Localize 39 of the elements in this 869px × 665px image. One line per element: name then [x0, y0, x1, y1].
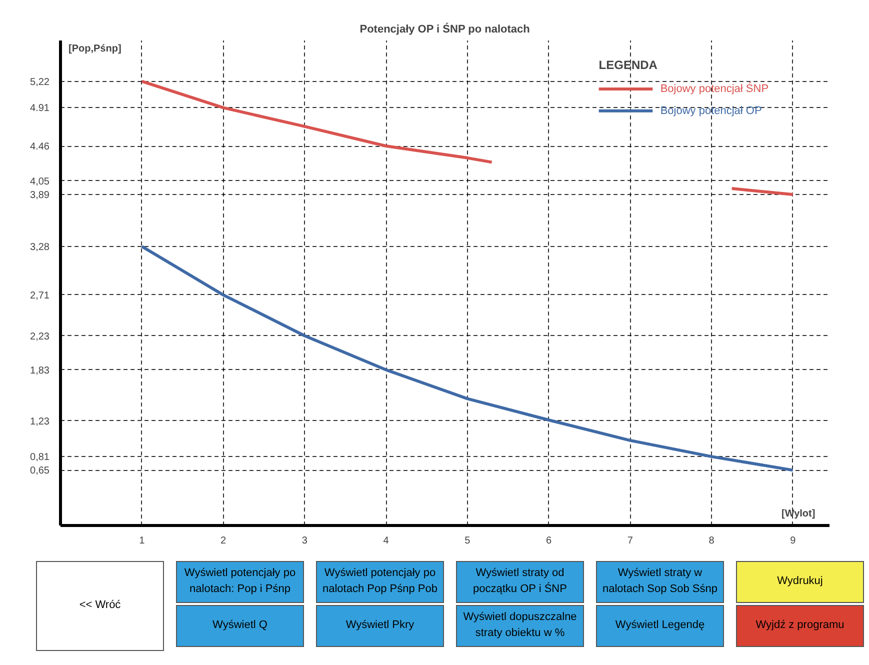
- text: Wyświetl dopuszczalne straty obiektu w %: [456, 605, 584, 647]
- y-tick-label: 5,22: [30, 76, 50, 88]
- text: Wyświetl Q: [176, 605, 304, 647]
- text: Wyświetl potencjały po nalotach: Pop i Pśnp: [176, 561, 304, 603]
- text: Wyświetl straty w nalotach Sop Sob Sśnp: [596, 561, 724, 603]
- x-tick-label: 7: [627, 536, 634, 546]
- y-tick-label: 2,71: [30, 290, 50, 302]
- x-tick-label: 3: [302, 536, 308, 546]
- chart-title: Potencjały OP i ŚNP po nalotach: [360, 22, 530, 36]
- text: Wyświetl Pkry: [316, 605, 444, 647]
- y-tick-label: 1,23: [30, 416, 50, 428]
- text: << Wróć: [36, 561, 164, 651]
- legend-label: Bojowy potencjał ŚNP: [660, 82, 769, 95]
- y-tick-label: 4.91: [30, 103, 50, 114]
- text: Wyświetl Legendę: [596, 605, 724, 647]
- line-series: [140, 244, 794, 472]
- x-tick-label: 2: [220, 536, 226, 546]
- text: Wyświetl potencjały po nalotach Pop Pśnp Pob: [316, 561, 444, 603]
- y-tick-label: 2,23: [30, 331, 50, 342]
- x-tick-label: 5: [464, 536, 471, 546]
- y-tick-label: 4,05: [30, 176, 50, 188]
- x-tick-label: 1: [139, 536, 146, 546]
- y-tick-label: 1,83: [30, 365, 50, 376]
- y-tick-label: 3,89: [30, 190, 50, 202]
- text: Wyświetl straty od początku OP i ŚNP: [456, 561, 584, 603]
- text: Wyjdź z programu: [736, 605, 864, 647]
- y-axis-title: [Pop,Pśnp]: [68, 44, 122, 54]
- x-tick-label: 4: [383, 536, 390, 546]
- text: Wydrukuj: [736, 561, 864, 603]
- legend-label: Bojowy potencjał OP: [660, 104, 762, 117]
- x-tick-label: 6: [546, 536, 552, 546]
- legend-title: LEGENDA: [598, 58, 658, 72]
- y-tick-label: 3,28: [30, 242, 50, 253]
- y-tick-label: 0,81: [30, 452, 50, 464]
- x-tick-label: 9: [790, 536, 796, 546]
- y-tick-label: 0,65: [30, 466, 50, 477]
- y-tick-label: 4.46: [30, 142, 50, 153]
- x-tick-label: 8: [708, 536, 715, 546]
- x-axis-title: [Wylot]: [782, 508, 816, 520]
